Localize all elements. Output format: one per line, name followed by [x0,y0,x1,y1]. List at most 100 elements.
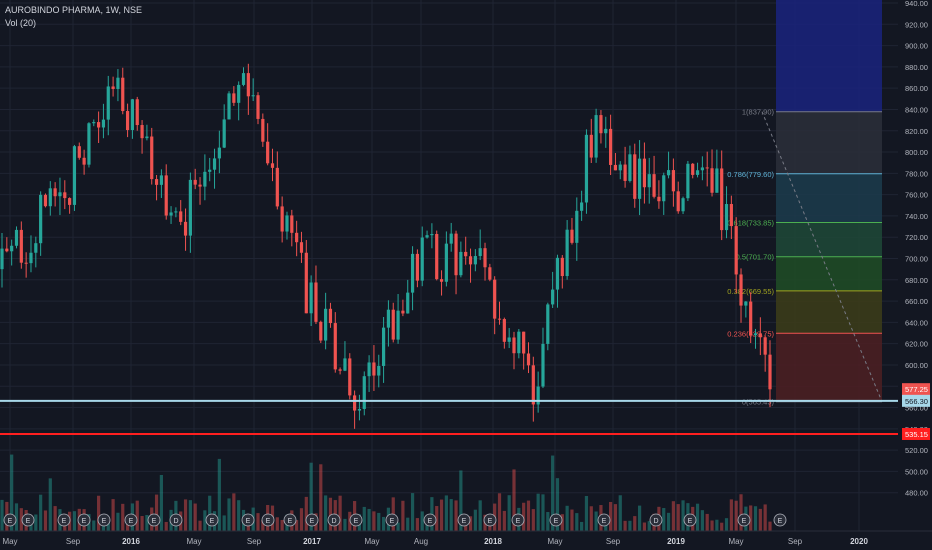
earnings-event-icon [457,513,471,527]
candle-body [609,128,613,165]
y-tick-label: 640.00 [905,318,928,327]
volume-bar [309,462,313,531]
x-tick-label: 2016 [122,537,140,546]
volume-bar [295,520,299,531]
y-tick-label: 900.00 [905,42,928,51]
volume-bar [705,513,709,531]
volume-bar [512,469,516,531]
volume-bar [217,458,221,531]
volume-bar [565,505,569,531]
y-tick-label: 480.00 [905,489,928,498]
volume-bar [39,494,43,531]
candle-body [594,115,598,158]
volume-bar [507,495,511,531]
candle-body [372,362,376,376]
volume-bar [415,518,419,531]
volume-bar [159,474,163,531]
fib-trend-line [761,111,883,402]
volume-bar [410,493,415,531]
candle-body [193,179,197,185]
volume-bar [502,510,506,531]
candle-body [246,73,250,97]
candle-body [415,253,419,281]
x-tick-label: 2019 [667,537,685,546]
volume-bar [439,499,444,531]
earnings-event-icon [327,513,341,527]
x-tick-label: Sep [247,537,262,546]
candle-body [169,212,173,216]
y-tick-label: 860.00 [905,84,928,93]
candle-body [425,235,429,238]
volume-bar [580,521,584,531]
candle-body [599,115,603,134]
candle-body [19,229,23,263]
volume-bar [681,500,685,531]
candle-body [589,134,593,158]
volume-bar [594,511,598,531]
candle-body [715,168,719,193]
volume-bar [43,510,48,531]
y-tick-label: 800.00 [905,148,928,157]
volume-bar [763,504,767,531]
volume-bar [299,508,304,531]
candle-body [536,386,540,405]
event-marker-label: E [354,518,359,525]
candle-body [14,229,19,246]
volume-bar [10,454,14,531]
candle-body [275,167,279,207]
volume-bar [275,517,279,531]
candle-body [314,282,318,322]
volume-bar [0,499,4,531]
volume-bar [560,514,564,531]
earnings-event-icon [169,513,183,527]
y-tick-label: 620.00 [905,340,928,349]
volume-bar [575,513,579,531]
event-marker-label: E [516,518,521,525]
candle-body [695,170,700,175]
candle-body [401,310,405,314]
candle-body [647,174,651,188]
fib-level-label: 0.618(733.85) [727,218,774,227]
volume-bar [628,520,632,531]
volume-bar [715,519,719,531]
candle-body [705,167,709,169]
price-label-text: 577.25 [905,385,928,394]
volume-bar [531,509,535,531]
candle-body [24,262,28,264]
candle-body [391,309,395,340]
candle-body [555,257,560,290]
earnings-event-icon [77,513,91,527]
earnings-event-icon [683,513,697,527]
candle-body [483,248,487,268]
candle-body [497,318,502,320]
fib-level-label: 0.5(701.70) [736,253,775,262]
price-axis-background [898,0,932,531]
volume-bar [154,494,159,531]
candle-body [58,192,62,197]
volume-bar [256,513,260,531]
x-tick-label: Sep [66,537,81,546]
candle-body [39,194,43,244]
candle-body [304,252,308,314]
candle-body [522,331,526,354]
candle-body [295,232,299,243]
candle-body [53,188,57,197]
x-tick-label: Sep [606,537,621,546]
candle-body [106,86,110,120]
volume-bar [193,503,197,531]
volume-bar [749,505,753,531]
volume-bar [729,499,733,531]
candle-body [729,204,733,227]
candle-body [111,86,115,89]
volume-bar [647,521,651,531]
earnings-event-icon [124,513,138,527]
candle-body [676,191,680,212]
volume-bar [53,506,57,531]
earnings-event-icon [549,513,563,527]
candle-body [125,111,130,131]
event-marker-label: E [390,518,395,525]
candle-body [464,251,468,257]
earnings-event-icon [423,513,437,527]
volume-bar [753,506,758,531]
